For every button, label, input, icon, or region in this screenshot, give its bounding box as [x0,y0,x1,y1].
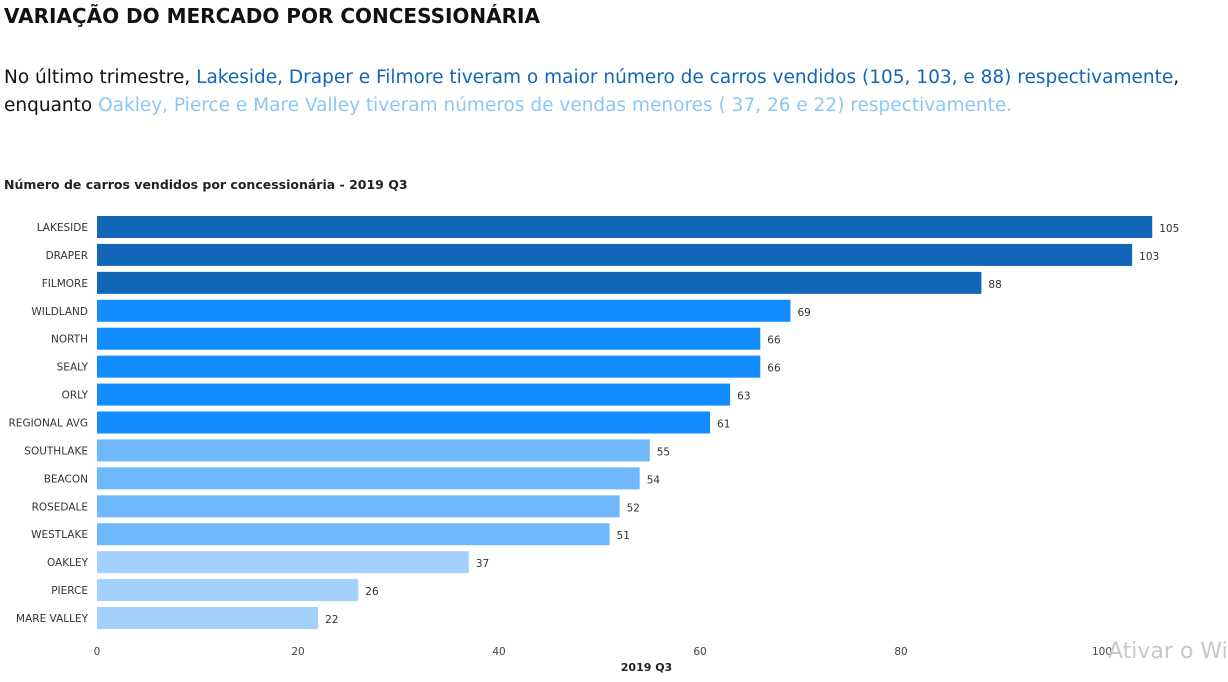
data-label: 37 [476,558,489,570]
x-axis-title: 2019 Q3 [621,661,672,674]
x-tick-label: 40 [492,646,505,658]
data-label: 52 [627,502,640,514]
bar [97,355,761,378]
category-label: SOUTHLAKE [24,445,88,457]
category-label: ROSEDALE [32,501,88,513]
x-tick-label: 60 [693,646,706,658]
x-tick-label: 100 [1092,646,1112,658]
intro-part-4: enquanto [4,95,99,116]
data-label: 88 [988,279,1001,291]
category-label: BEACON [44,473,88,485]
bar [97,551,469,574]
category-label: WESTLAKE [31,529,88,541]
intro-highlight-top: Lakeside, Draper e Filmore tiveram o mai… [196,67,1174,88]
category-label: LAKESIDE [37,222,88,234]
data-label: 69 [797,307,810,319]
bar [97,579,359,602]
activation-watermark: Ativar o Wi [1108,639,1228,664]
category-label: PIERCE [51,585,88,597]
data-label: 105 [1159,223,1179,235]
bar [97,271,982,294]
x-tick-label: 20 [291,646,304,658]
data-label: 55 [657,446,670,458]
intro-text: No último trimestre, Lakeside, Draper e … [4,64,1214,120]
data-label: 54 [647,474,661,486]
bar [97,299,791,322]
bar [97,411,711,434]
x-tick-label: 0 [94,646,101,658]
data-label: 26 [365,586,379,598]
bar [97,439,650,462]
bar [97,523,610,546]
data-label: 66 [767,335,781,347]
data-label: 61 [717,419,730,431]
data-label: 51 [617,530,630,542]
bar [97,216,1153,238]
bar [97,607,319,630]
category-label: REGIONAL AVG [9,418,88,430]
category-label: WILDLAND [31,306,88,318]
x-tick-label: 80 [894,646,907,658]
data-label: 103 [1139,251,1159,263]
category-label: DRAPER [46,250,88,262]
category-label: ORLY [62,390,89,402]
category-label: SEALY [57,362,89,374]
category-label: MARE VALLEY [16,613,89,625]
bar [97,243,1133,266]
page-title: VARIAÇÃO DO MERCADO POR CONCESSIONÁRIA [4,4,540,28]
data-label: 22 [325,614,338,626]
chart-title: Número de carros vendidos por concession… [4,177,408,192]
category-label: NORTH [51,334,88,346]
category-label: FILMORE [42,278,88,290]
bar [97,467,640,490]
intro-part-1: No último trimestre, [4,67,197,88]
bar [97,495,620,518]
intro-part-3: , [1173,67,1180,88]
category-label: OAKLEY [47,557,89,569]
data-label: 66 [767,363,781,375]
bar [97,327,761,350]
data-label: 63 [737,391,750,403]
bar [97,383,731,406]
intro-highlight-bottom: Oakley, Pierce e Mare Valley tiveram núm… [98,95,1013,116]
